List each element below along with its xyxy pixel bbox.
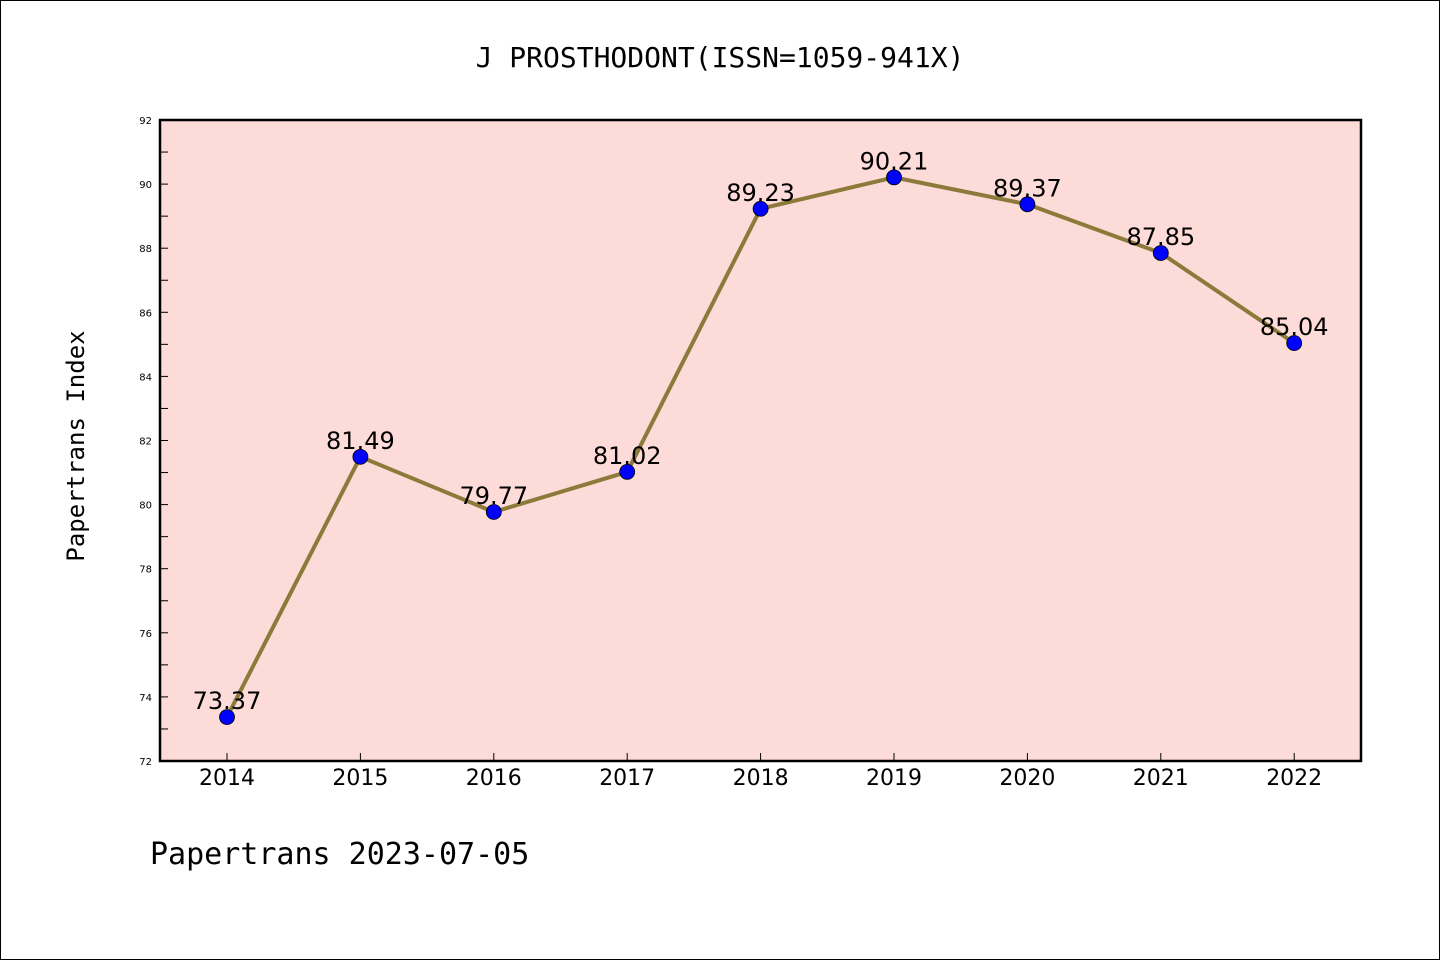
y-tick-label: 80: [139, 501, 152, 512]
x-tick-label: 2014: [199, 766, 255, 791]
x-tick-label: 2021: [1133, 766, 1189, 791]
data-label: 81.02: [593, 442, 662, 470]
y-tick-label: 78: [139, 565, 152, 576]
y-tick-label: 84: [139, 372, 152, 383]
y-tick-label: 92: [139, 116, 152, 127]
y-tick-label: 88: [139, 244, 152, 255]
y-axis: 72 74 76 78 80 82 84 86 88 90 92: [139, 116, 168, 768]
data-point: [219, 709, 235, 725]
footer-text: Papertrans 2023-07-05: [150, 837, 529, 872]
x-tick-label: 2015: [332, 766, 388, 791]
x-tick-label: 2018: [733, 766, 789, 791]
data-point: [485, 504, 502, 520]
y-tick-label: 82: [139, 437, 152, 448]
y-tick-label: 90: [139, 180, 152, 191]
y-tick-label: 72: [139, 757, 152, 768]
y-tick-label: 74: [139, 693, 152, 704]
data-point: [619, 464, 636, 480]
x-tick-label: 2022: [1266, 766, 1322, 791]
x-axis: 2014 2015 2016 2017 2018 2019 2020 2021 2022: [199, 753, 1322, 791]
y-tick-label: 76: [139, 629, 152, 640]
x-tick-label: 2019: [866, 766, 922, 791]
y-tick-label: 86: [139, 308, 152, 319]
data-point: [352, 448, 369, 465]
data-point: [1019, 196, 1036, 213]
y-axis-label: Papertrans Index: [62, 330, 90, 561]
data-label-layer: 73.37 81.49 79.77 81.02 89.23 90.21 89.37 87.85…: [193, 147, 1329, 715]
data-label: 81.49: [326, 427, 395, 455]
x-tick-label: 2020: [999, 766, 1055, 791]
data-point: [886, 169, 902, 186]
plot-area: [160, 120, 1361, 761]
plot-border: [158, 118, 1363, 763]
data-label: 90.21: [860, 147, 929, 175]
data-label: 89.23: [726, 179, 795, 207]
x-tick-label: 2017: [599, 766, 655, 791]
data-label: 87.85: [1126, 223, 1195, 251]
data-point: [752, 200, 769, 217]
data-label: 89.37: [993, 174, 1062, 202]
chart-title: J PROSTHODONT(ISSN=1059-941X): [476, 41, 965, 74]
data-label: 73.37: [193, 687, 262, 715]
data-point: [1152, 245, 1169, 261]
data-point: [1286, 335, 1303, 351]
x-tick-label: 2016: [466, 766, 522, 791]
data-label: 79.77: [459, 482, 528, 510]
marker-layer: [219, 169, 1303, 725]
data-label: 85.04: [1260, 313, 1329, 341]
